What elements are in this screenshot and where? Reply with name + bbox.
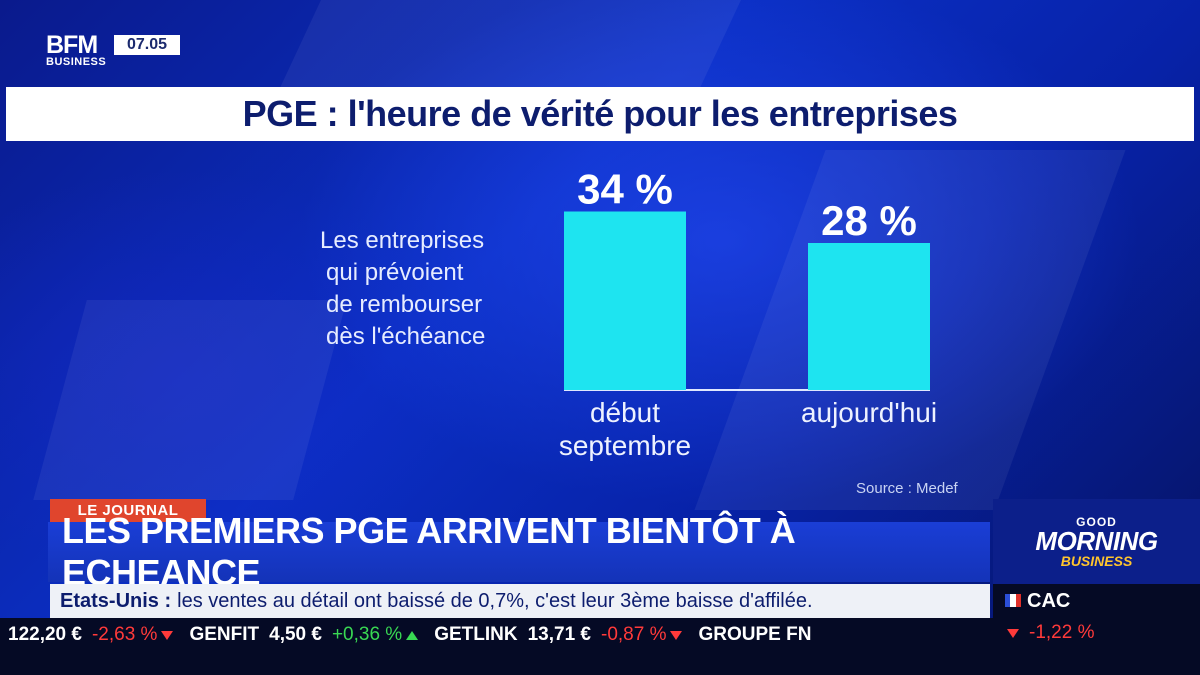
up-arrow-icon — [406, 630, 419, 640]
stock-item: 122,20 € -2,63 % — [8, 624, 174, 646]
stock-item: GETLINK 13,71 € -0,87 % — [434, 624, 683, 646]
stock-ticker: 122,20 € -2,63 % GENFIT 4,50 € +0,36 % G… — [0, 618, 993, 652]
description-line: dès l'échéance — [326, 323, 486, 350]
stock-change: -0,87 % — [601, 624, 667, 645]
description-line: Les entreprises — [320, 227, 485, 254]
stock-name: GROUPE FN — [698, 624, 812, 645]
channel-logo: BFM BUSINESS — [46, 31, 110, 69]
description-line: qui prévoient — [326, 259, 464, 286]
stock-price: 13,71 € — [527, 624, 591, 645]
stock-price: 122,20 € — [8, 624, 82, 645]
headline-bar: LES PREMIERS PGE ARRIVENT BIENTÔT À ECHE… — [48, 510, 990, 593]
stock-name: GENFIT — [189, 624, 260, 645]
clock: 07.05 — [114, 35, 180, 55]
program-tag: LE JOURNAL — [50, 499, 206, 522]
news-ticker: Etats-Unis : les ventes au détail ont ba… — [50, 584, 990, 618]
show-brand: GOOD MORNING BUSINESS — [993, 499, 1200, 584]
ticker-text: les ventes au détail ont baissé de 0,7%,… — [177, 589, 813, 612]
stock-price: 4,50 € — [269, 624, 322, 645]
headline: LES PREMIERS PGE ARRIVENT BIENTÔT À ECHE… — [62, 510, 796, 593]
index-name: CAC — [1027, 590, 1071, 612]
description-line: de rembourser — [326, 291, 483, 318]
chart-description: Les entreprises qui prévoient de rembourse… — [320, 225, 540, 353]
background-panel — [279, 0, 741, 90]
down-arrow-icon — [1007, 628, 1019, 638]
index-change: -1,22 % — [1029, 622, 1095, 643]
show-brand-line3: BUSINESS — [1060, 552, 1133, 569]
bottom-strip — [0, 652, 1200, 675]
stock-item: GROUPE FN — [698, 624, 821, 646]
france-flag-icon — [1005, 594, 1021, 607]
chart-title: PGE : l'heure de vérité pour les entrepr… — [242, 93, 958, 134]
down-arrow-icon — [670, 630, 683, 640]
chart-bar — [808, 243, 930, 390]
data-label: 28 % — [821, 197, 917, 244]
chart-bar — [564, 211, 686, 390]
logo-sub: BUSINESS — [46, 56, 107, 68]
category-label: début — [590, 397, 660, 428]
bar-chart: 34 % début septembre 28 % aujourd'hui — [0, 141, 1200, 501]
show-brand-line2: MORNING — [1035, 525, 1158, 556]
ticker-lead: Etats-Unis : — [60, 589, 172, 612]
down-arrow-icon — [161, 630, 174, 640]
show-brand-line1: GOOD — [1076, 514, 1117, 529]
logo-main: BFM — [46, 31, 98, 59]
stock-change: -2,63 % — [91, 624, 158, 645]
category-label: septembre — [559, 430, 691, 461]
index-change-wrap: -1,22 % — [1007, 622, 1094, 644]
stock-name: GETLINK — [434, 624, 518, 645]
data-label: 34 % — [577, 166, 673, 213]
chart-title-bar: PGE : l'heure de vérité pour les entrepr… — [6, 87, 1194, 141]
chart-source: Source : Medef — [856, 480, 958, 497]
stock-change: +0,36 % — [331, 624, 403, 645]
stock-item: GENFIT 4,50 € +0,36 % — [189, 624, 419, 646]
category-label: aujourd'hui — [801, 397, 937, 428]
